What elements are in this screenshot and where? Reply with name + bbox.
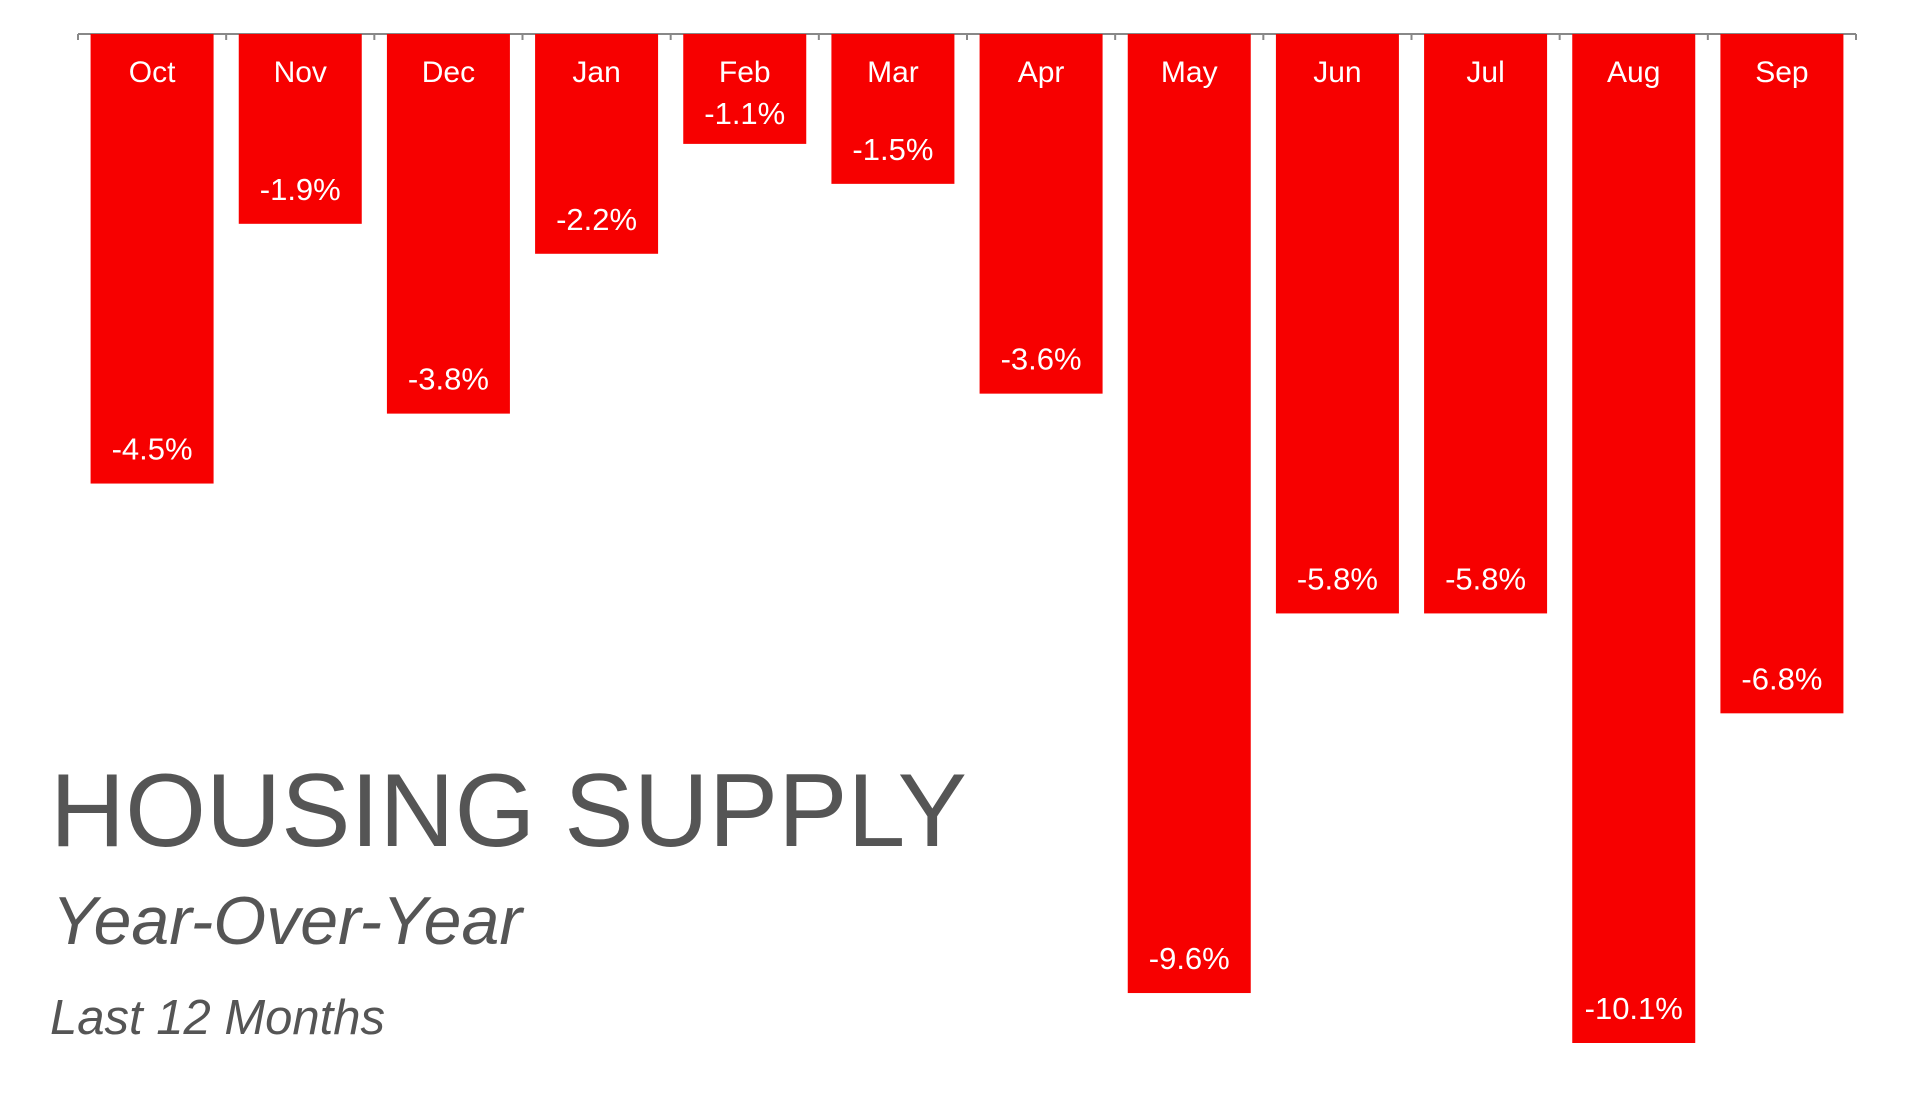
chart-subtitle: Year-Over-Year — [52, 883, 524, 959]
bar — [1275, 34, 1399, 614]
bar — [1424, 34, 1548, 614]
bar — [683, 34, 807, 144]
value-label: -1.5% — [852, 132, 933, 167]
bar — [1720, 34, 1844, 714]
bar — [238, 34, 362, 224]
bar — [535, 34, 659, 254]
bar — [1572, 34, 1696, 1043]
category-label: Apr — [1018, 56, 1065, 89]
category-label: Mar — [867, 56, 919, 89]
bar — [1127, 34, 1251, 994]
bar — [90, 34, 214, 484]
value-label: -3.8% — [408, 362, 489, 397]
category-label: May — [1161, 56, 1218, 89]
value-label: -1.9% — [260, 172, 341, 207]
value-label: -10.1% — [1585, 991, 1683, 1026]
bar — [831, 34, 955, 184]
value-label: -9.6% — [1149, 941, 1230, 976]
chart-period: Last 12 Months — [50, 991, 385, 1045]
category-label: Nov — [274, 56, 327, 89]
value-label: -2.2% — [556, 202, 637, 237]
value-label: -4.5% — [112, 432, 193, 467]
category-label: Sep — [1755, 56, 1808, 89]
value-label: -1.1% — [704, 96, 785, 131]
category-label: Feb — [719, 56, 771, 89]
value-label: -5.8% — [1297, 561, 1378, 596]
category-label: Oct — [129, 56, 176, 89]
bar — [979, 34, 1103, 394]
category-label: Dec — [422, 56, 475, 89]
category-label: Jan — [572, 56, 620, 89]
category-label: Jul — [1466, 56, 1504, 89]
category-label: Jun — [1313, 56, 1361, 89]
value-label: -3.6% — [1001, 342, 1082, 377]
value-label: -6.8% — [1741, 661, 1822, 696]
bar — [386, 34, 510, 414]
value-label: -5.8% — [1445, 561, 1526, 596]
chart-title: HOUSING SUPPLY — [50, 753, 967, 869]
category-label: Aug — [1607, 56, 1660, 89]
